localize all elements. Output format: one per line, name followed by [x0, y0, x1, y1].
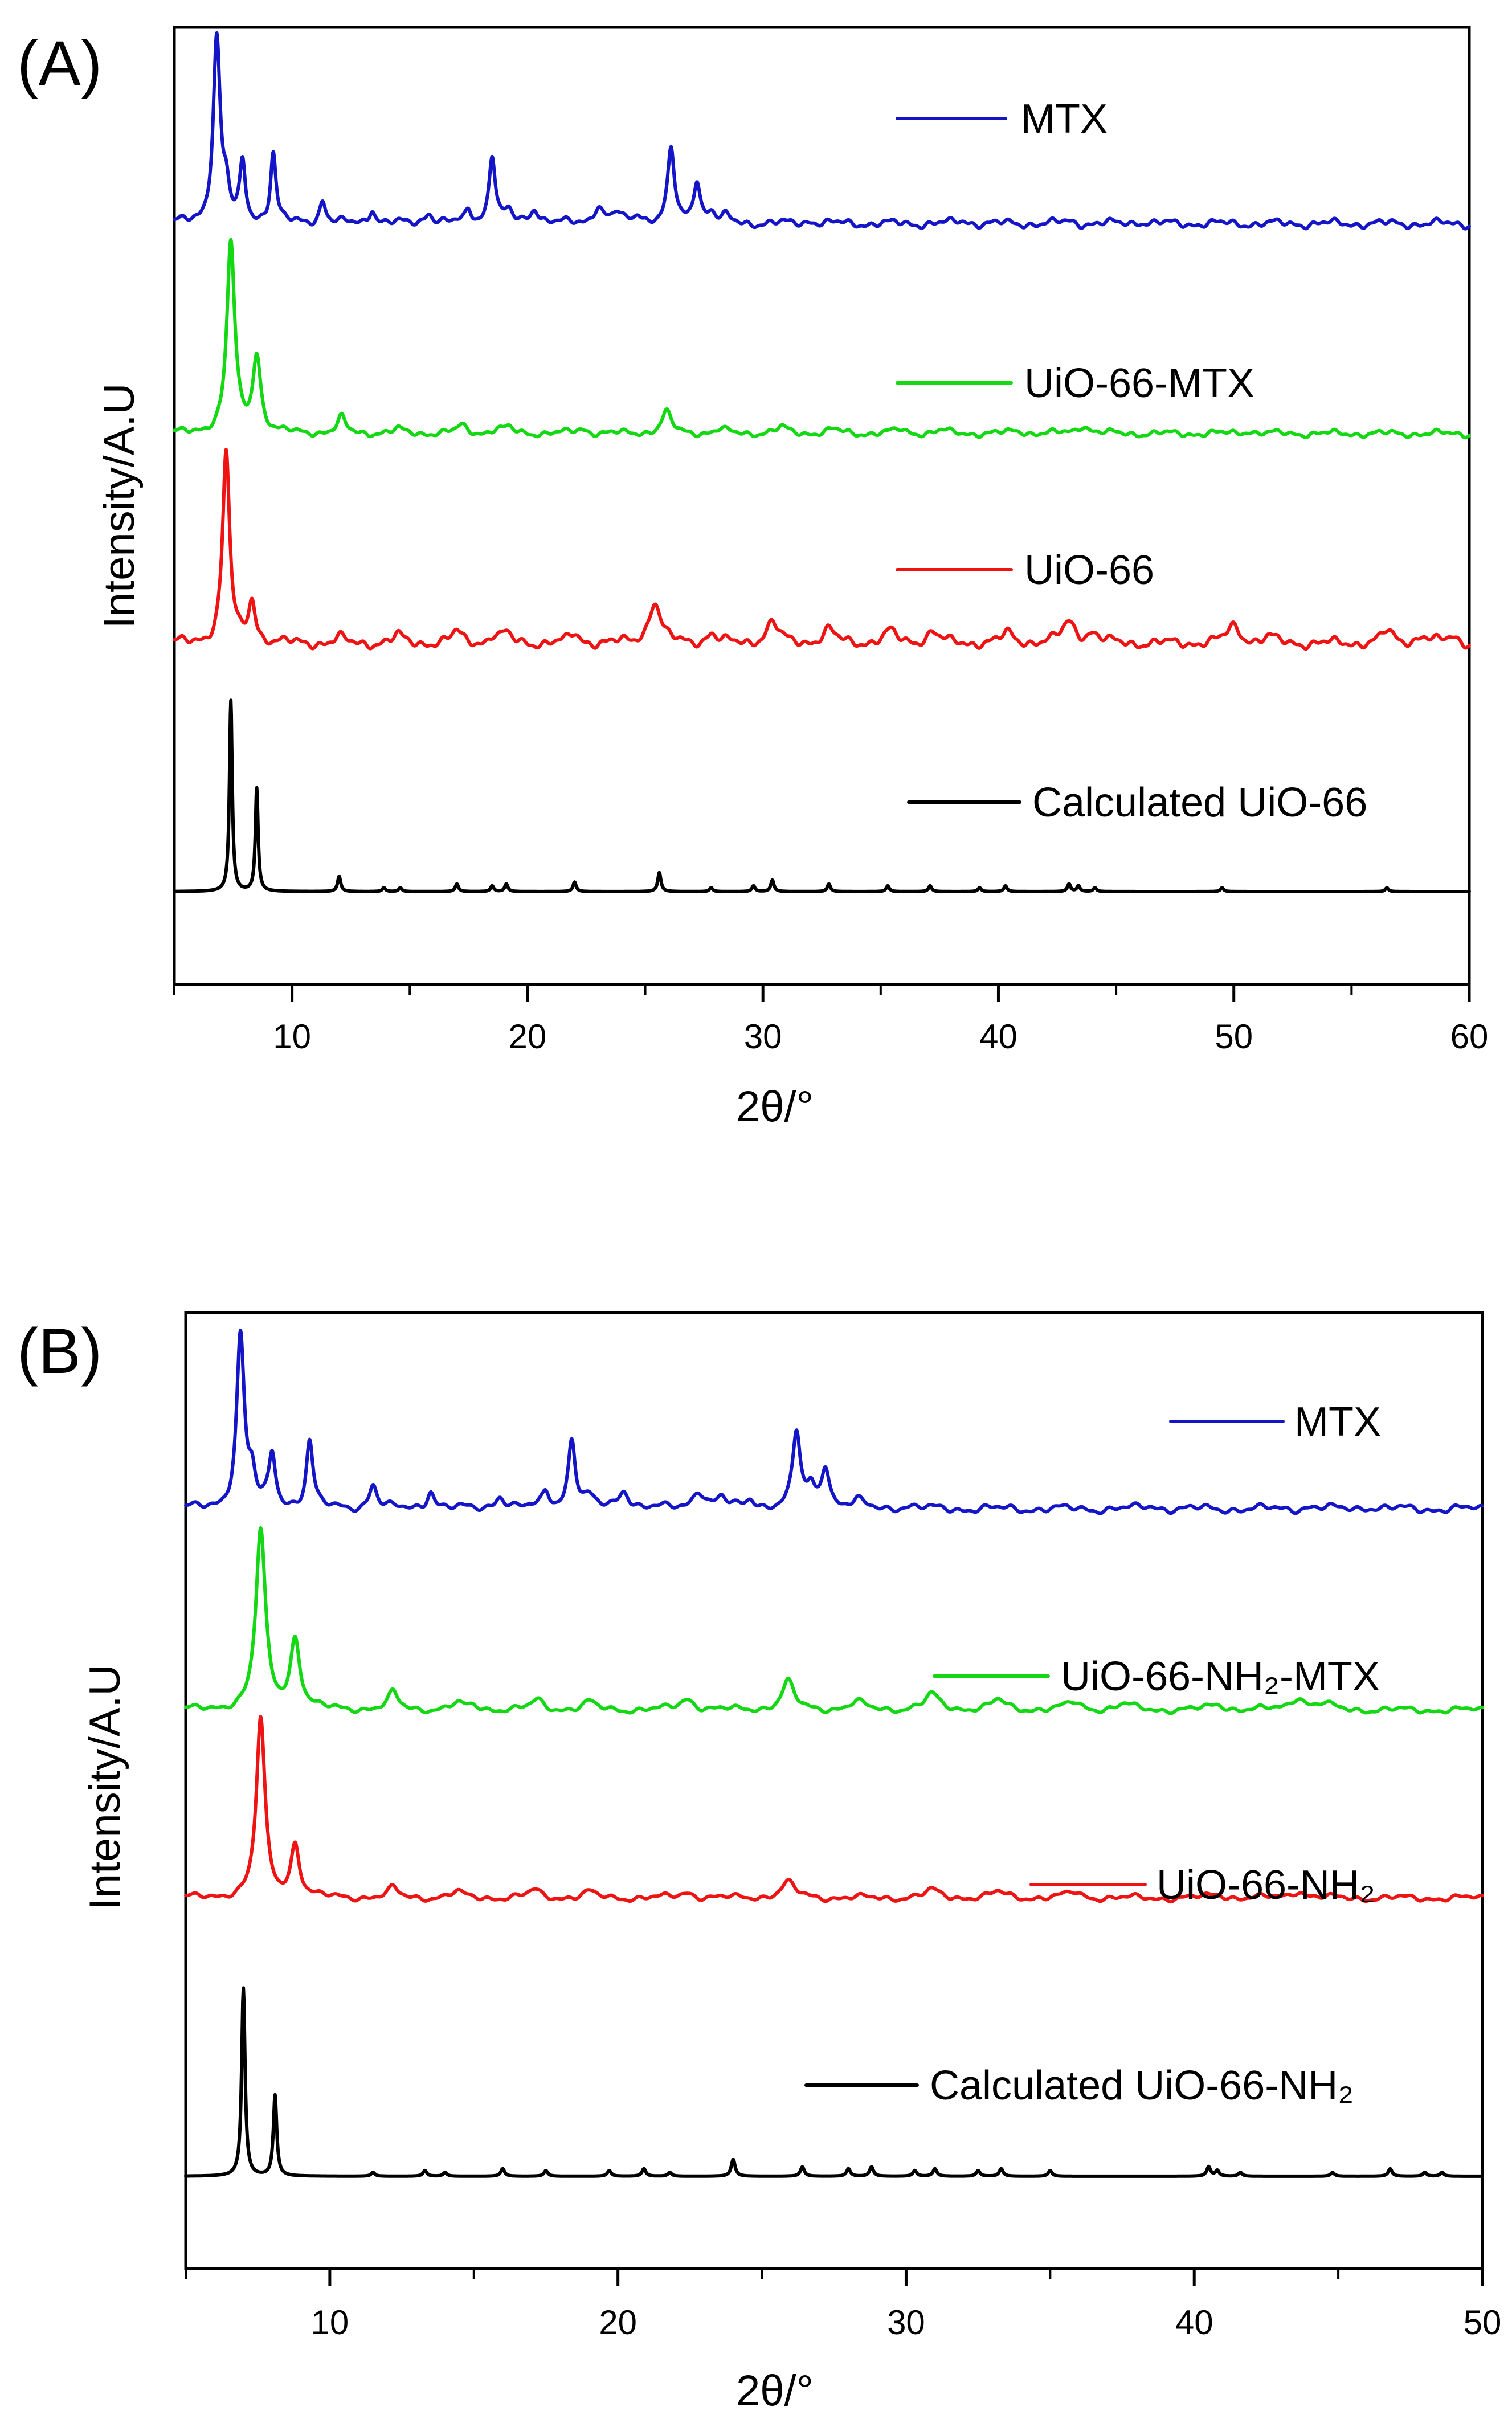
- panel-b-tick-label-30: 30: [887, 2303, 925, 2342]
- panel-a-tick-label-60: 60: [1450, 1018, 1489, 1056]
- panel-b-series-calculated-uio66-nh2: [184, 1986, 1484, 2178]
- panel-a-label: (A): [17, 28, 102, 99]
- panel-a-tick-label-30: 30: [744, 1018, 782, 1056]
- panel-a-legend-label-mtx: MTX: [1021, 96, 1108, 142]
- panel-b-label: (B): [17, 1315, 102, 1387]
- panel-a-legend-label-calculated-uio66: Calculated UiO-66: [1032, 780, 1367, 826]
- panel-b-tick-label-20: 20: [599, 2303, 637, 2342]
- panel-b-legend-label-uio66-nh2-mtx: UiO-66-NH₂-MTX: [1061, 1654, 1380, 1699]
- panel-a-series-mtx: [173, 31, 1471, 231]
- panel-b-tick-label-50: 50: [1464, 2303, 1502, 2342]
- panel-b-tick-label-10: 10: [311, 2303, 349, 2342]
- panel-b-plot-frame: [184, 1311, 1484, 2270]
- panel-a-tick-label-50: 50: [1215, 1018, 1253, 1056]
- panel-b-y-axis-title: Intensity/A.U: [81, 1665, 129, 1910]
- panel-a-series-uio66: [173, 448, 1471, 651]
- panel-b: (B) 10 20 30 40 50 2θ/° Intensity/A.U MT…: [17, 1311, 1502, 2415]
- panel-a-series-calculated-uio66: [173, 698, 1471, 893]
- panel-a-x-axis-title: 2θ/°: [736, 1082, 814, 1131]
- panel-a: (A) 10 20 30 40 50 60 2θ/° Intensity/A.U…: [17, 26, 1489, 1131]
- panel-a-tick-label-10: 10: [273, 1018, 311, 1056]
- panel-b-series-uio66-nh2: [184, 1715, 1484, 1904]
- panel-a-y-axis-title: Intensity/A.U: [95, 383, 144, 629]
- panel-b-legend-label-uio66-nh2: UiO-66-NH₂: [1157, 1862, 1375, 1908]
- panel-a-legend-label-uio66-mtx: UiO-66-MTX: [1024, 361, 1254, 406]
- panel-a-plot-frame: [173, 26, 1471, 986]
- panel-b-series-mtx: [184, 1329, 1484, 1515]
- panel-a-tick-label-20: 20: [509, 1018, 547, 1056]
- panel-b-x-axis-title: 2θ/°: [736, 2367, 814, 2415]
- panel-a-tick-label-40: 40: [979, 1018, 1017, 1056]
- panel-b-legend-label-calculated-uio66-nh2: Calculated UiO-66-NH₂: [930, 2063, 1354, 2109]
- panel-b-x-ticks: [185, 2269, 1484, 2286]
- panel-b-legend-label-mtx: MTX: [1294, 1399, 1381, 1445]
- panel-a-series-uio66-mtx: [173, 238, 1471, 440]
- panel-a-legend-label-uio66: UiO-66: [1024, 547, 1154, 593]
- panel-b-tick-label-40: 40: [1175, 2303, 1213, 2342]
- panel-b-series-uio66-nh2-mtx: [184, 1526, 1484, 1715]
- panel-a-x-ticks: [173, 984, 1471, 1002]
